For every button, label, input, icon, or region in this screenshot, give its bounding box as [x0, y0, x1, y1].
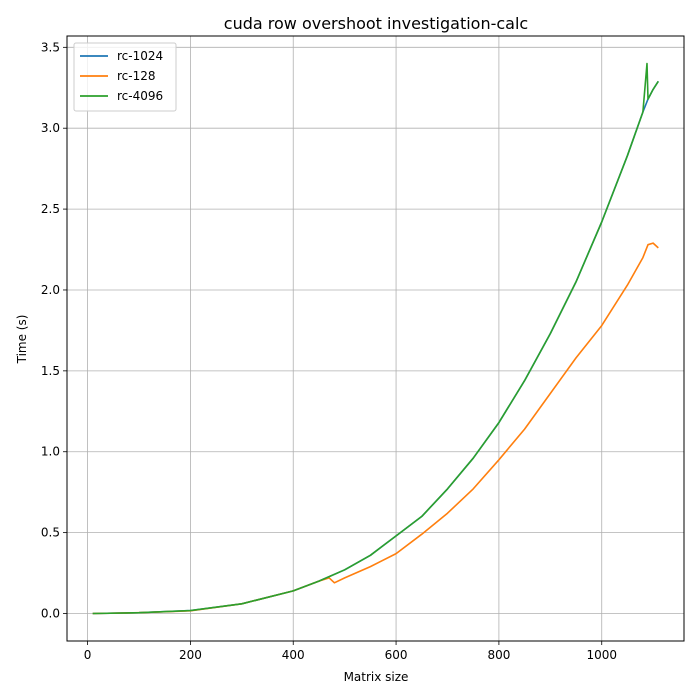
y-tick-label: 2.5 [41, 202, 60, 216]
legend-label: rc-128 [117, 69, 156, 83]
plot-frame [66, 35, 685, 642]
y-tick-label: 2.0 [41, 283, 60, 297]
y-tick-label: 0.5 [41, 526, 60, 540]
y-axis-label: Time (s) [15, 315, 29, 365]
y-tick-label: 3.5 [41, 40, 60, 54]
y-tick-label: 3.0 [41, 121, 60, 135]
grid [67, 36, 684, 641]
series-line-rc-4096 [92, 62, 659, 615]
x-axis-label: Matrix size [344, 670, 409, 684]
legend-label: rc-4096 [117, 89, 163, 103]
x-tick-label: 200 [179, 648, 202, 662]
y-ticks: 0.0 0.5 1.0 1.5 2.0 2.5 3.0 3.5 [41, 40, 67, 621]
legend-label: rc-1024 [117, 49, 163, 63]
x-tick-label: 400 [282, 648, 305, 662]
x-tick-label: 1000 [586, 648, 617, 662]
chart-title: cuda row overshoot investigation-calc [224, 14, 528, 33]
x-tick-label: 800 [487, 648, 510, 662]
series-line-rc-1024 [92, 80, 659, 615]
legend: rc-1024 rc-128 rc-4096 [73, 42, 177, 112]
y-tick-label: 1.5 [41, 364, 60, 378]
series-layer [92, 62, 659, 615]
x-tick-label: 0 [84, 648, 92, 662]
y-tick-label: 0.0 [41, 607, 60, 621]
y-tick-label: 1.0 [41, 445, 60, 459]
x-ticks: 0 200 400 600 800 1000 [84, 641, 617, 662]
legend-box [73, 42, 177, 112]
series-line-rc-128 [92, 242, 659, 615]
x-tick-label: 600 [385, 648, 408, 662]
